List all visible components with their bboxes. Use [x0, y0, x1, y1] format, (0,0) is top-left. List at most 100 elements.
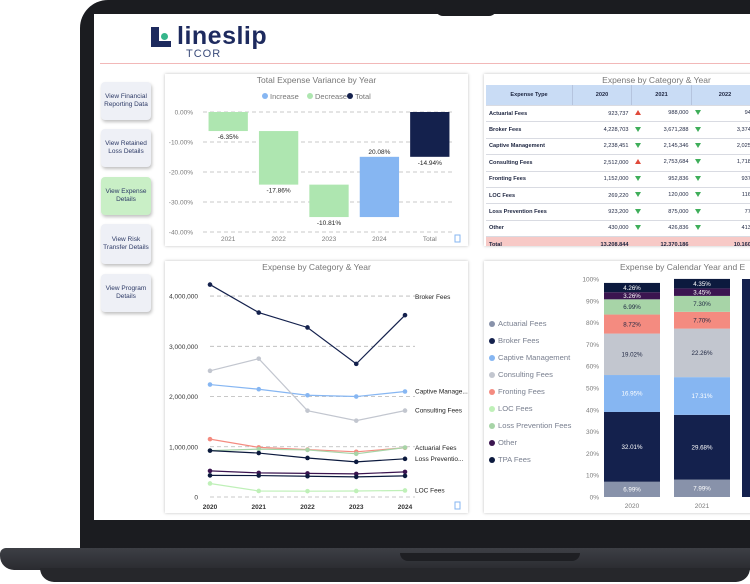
series-point[interactable] — [353, 474, 359, 480]
legend-item[interactable]: Broker Fees — [489, 336, 539, 345]
stacked-segment[interactable] — [604, 292, 660, 300]
series-point[interactable] — [207, 282, 213, 287]
stacked-segment[interactable] — [674, 328, 730, 378]
col-header[interactable]: 2021 — [631, 85, 692, 106]
waterfall-bar[interactable] — [258, 131, 299, 185]
series-point[interactable] — [353, 394, 359, 399]
series-point[interactable] — [305, 488, 310, 494]
stacked-segment[interactable] — [604, 299, 660, 315]
series-point[interactable] — [402, 389, 408, 394]
expand-icon[interactable] — [454, 234, 461, 243]
series-point[interactable] — [207, 448, 213, 453]
waterfall-bar[interactable] — [208, 112, 248, 132]
series-point[interactable] — [256, 450, 262, 456]
series-point[interactable] — [305, 325, 310, 330]
legend-item[interactable]: TPA Fees — [489, 455, 531, 464]
series-point[interactable] — [207, 382, 213, 387]
x-tick-label: 2022 — [271, 236, 286, 243]
series-point[interactable] — [353, 451, 359, 457]
stacked-segment[interactable] — [604, 481, 660, 497]
stacked-segment[interactable] — [604, 411, 660, 482]
series-point[interactable] — [305, 392, 310, 398]
nav-financial-reporting-button[interactable]: View Financial Reporting Data — [101, 82, 151, 120]
legend-item[interactable]: LOC Fees — [489, 404, 533, 413]
variance-chart-panel[interactable]: Total Expense Variance by Year Increase … — [165, 74, 468, 246]
nav-expense-details-button[interactable]: View Expense Details — [101, 177, 151, 215]
series-point[interactable] — [305, 408, 310, 413]
series-point[interactable] — [305, 455, 310, 461]
stacked-segment[interactable] — [604, 282, 660, 293]
series-point[interactable] — [256, 356, 262, 361]
series-point[interactable] — [402, 445, 408, 450]
app-logo[interactable]: lineslip — [151, 22, 267, 51]
stacked-segment[interactable] — [604, 375, 660, 412]
series-point[interactable] — [256, 446, 262, 452]
segment-label: 19.02% — [622, 351, 643, 358]
legend-item[interactable]: Fronting Fees — [489, 387, 545, 396]
col-header[interactable]: 2020 — [572, 85, 632, 106]
waterfall-bar[interactable] — [309, 184, 349, 218]
series-point[interactable] — [256, 310, 262, 315]
series-line[interactable] — [209, 284, 406, 365]
camera-notch — [435, 0, 497, 16]
series-point[interactable] — [207, 468, 213, 474]
series-point[interactable] — [305, 447, 310, 453]
series-point[interactable] — [353, 361, 359, 367]
series-point[interactable] — [207, 473, 213, 478]
row-label: Fronting Fees — [486, 171, 573, 188]
table-row[interactable]: Captive Management 2,238,451 2,145,346 2,02… — [486, 138, 750, 156]
series-point[interactable] — [402, 408, 408, 413]
legend-item[interactable]: Captive Management — [489, 353, 570, 362]
waterfall-bar[interactable] — [410, 112, 450, 157]
legend-item[interactable]: Other — [489, 438, 517, 447]
series-point[interactable] — [402, 488, 408, 493]
nav-retained-loss-button[interactable]: View Retained Loss Details — [101, 129, 151, 167]
stacked-segment[interactable] — [604, 314, 660, 334]
stacked-segment[interactable] — [674, 311, 730, 329]
expand-icon[interactable] — [454, 501, 461, 510]
series-point[interactable] — [207, 481, 213, 486]
series-point[interactable] — [256, 488, 262, 494]
series-point[interactable] — [402, 469, 408, 475]
stacked-segment[interactable] — [604, 333, 660, 376]
legend-item[interactable]: Actuarial Fees — [489, 319, 547, 328]
expense-table-panel[interactable]: Expense by Category & Year Expense Type … — [484, 74, 750, 246]
series-point[interactable] — [402, 312, 408, 318]
stacked-segment[interactable] — [674, 288, 730, 296]
col-header[interactable]: Expense Type — [486, 85, 573, 106]
series-point[interactable] — [353, 418, 359, 423]
y-tick-label: -20.00% — [169, 170, 193, 177]
col-header[interactable]: 2022 — [691, 85, 750, 106]
stacked-segment[interactable] — [674, 479, 730, 497]
stacked-segment[interactable] — [674, 278, 730, 289]
series-point[interactable] — [353, 488, 359, 494]
nav-program-details-button[interactable]: View Program Details — [101, 274, 151, 312]
legend-item[interactable]: Consulting Fees — [489, 370, 553, 379]
series-point[interactable] — [353, 459, 359, 465]
stacked-segment[interactable] — [674, 377, 730, 415]
stacked-chart-panel[interactable]: Expense by Calendar Year and E 0% 10% 20% 3… — [484, 261, 750, 513]
series-end-label: Broker Fees — [415, 294, 451, 301]
cell-2020: 269,220 — [572, 187, 632, 205]
series-point[interactable] — [305, 473, 310, 479]
line-chart-panel[interactable]: Expense by Category & Year 0 1,000,000 2,0… — [165, 261, 468, 513]
nav-risk-transfer-button[interactable]: View Risk Transfer Details — [101, 224, 151, 264]
series-point[interactable] — [207, 368, 213, 374]
series-point[interactable] — [256, 386, 262, 392]
stacked-segment[interactable] — [674, 414, 730, 480]
series-point[interactable] — [256, 473, 262, 478]
series-point[interactable] — [402, 456, 408, 462]
legend-item[interactable]: Loss Prevention Fees — [489, 421, 571, 430]
series-point[interactable] — [402, 473, 408, 479]
series-point[interactable] — [207, 436, 213, 442]
waterfall-bar[interactable] — [359, 156, 400, 218]
stacked-segment[interactable] — [674, 295, 730, 312]
